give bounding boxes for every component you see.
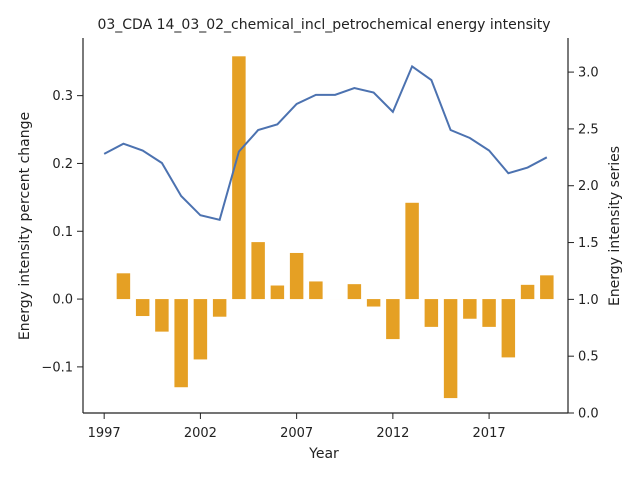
bar-2001 [174, 299, 188, 388]
bar-2006 [270, 285, 285, 300]
bar-2007 [289, 252, 304, 300]
y-right-tick-label: 2.5 [578, 122, 599, 137]
x-tick-label: 2002 [184, 426, 217, 441]
bar-2017 [482, 299, 496, 327]
bar-2014 [424, 299, 439, 327]
bar-2000 [155, 299, 169, 332]
x-axis-label: Year [308, 446, 339, 462]
bar-2020 [540, 275, 554, 300]
y-left-tick-label: 0.0 [52, 293, 73, 308]
y-axis-left-label: Energy intensity percent change [17, 112, 33, 340]
y-left-tick-label: 0.3 [52, 89, 73, 104]
bar-2008 [309, 281, 323, 300]
bar-2013 [405, 202, 419, 300]
bar-2003 [212, 299, 227, 317]
bar-2019 [520, 284, 535, 300]
y-left-tick-label: 0.2 [52, 157, 73, 172]
axes-group [82, 38, 569, 414]
bar-2002 [193, 299, 208, 360]
bar-2005 [251, 242, 265, 300]
x-tick-label: 2017 [473, 426, 506, 441]
x-tick-label: 1997 [88, 426, 121, 441]
chart-title: 03_CDA 14_03_02_chemical_incl_petrochemi… [97, 17, 550, 33]
y-right-tick-label: 1.5 [578, 236, 599, 251]
x-tick-label: 2012 [376, 426, 409, 441]
bar-2012 [386, 299, 400, 340]
bar-1999 [135, 299, 150, 317]
bars-group [116, 56, 554, 399]
y-axis-right-label: Energy intensity series [607, 146, 623, 306]
bar-2010 [347, 284, 362, 300]
y-left-tick-label: −0.1 [41, 360, 73, 375]
ticks-group: 1997 2002 2007 2012 2017 −0.1 0.0 0.1 0.2 0.3 0.0 0… [41, 66, 598, 441]
y-right-tick-label: 2.0 [578, 179, 599, 194]
bar-2011 [366, 299, 381, 307]
series-line [103, 64, 548, 222]
bar-2018 [501, 299, 516, 358]
y-right-tick-label: 0.0 [578, 407, 599, 422]
y-right-tick-label: 3.0 [578, 66, 599, 81]
bar-2004 [232, 56, 246, 300]
y-right-tick-label: 0.5 [578, 350, 599, 365]
y-right-tick-label: 1.0 [578, 293, 599, 308]
bar-1998 [116, 273, 131, 300]
x-tick-label: 2007 [280, 426, 313, 441]
bar-2016 [463, 299, 477, 319]
bar-2015 [443, 299, 458, 399]
y-left-tick-label: 0.1 [52, 225, 73, 240]
